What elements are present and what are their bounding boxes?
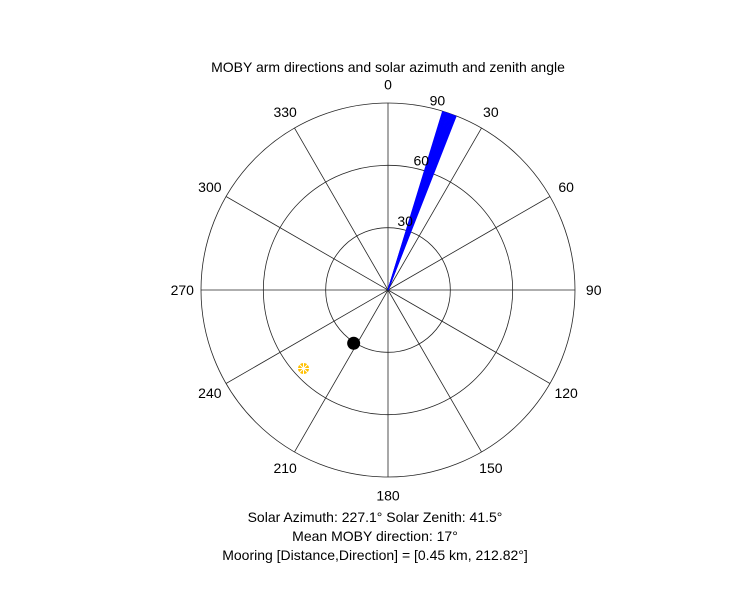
angle-tick-label: 60 [558,179,574,195]
angle-tick-label: 90 [586,282,602,298]
radial-tick-label: 30 [397,213,413,229]
sun-marker-ray [298,363,309,374]
angle-tick-label: 330 [273,104,297,120]
mooring-marker [347,336,361,350]
angle-tick-label: 270 [171,282,195,298]
angular-grid-line-210 [294,289,389,453]
angular-grid-line-120 [387,289,551,384]
radial-tick-label: 60 [413,153,429,169]
sun-marker [297,362,310,375]
tick-labels: 0 30 60 90 120 150 180 210 240 270 300 330 30 60 90 [171,76,602,503]
angle-tick-label: 300 [198,179,222,195]
radial-tick-label: 90 [430,92,446,108]
angular-grid-line-330 [294,127,389,291]
caption-mean-moby-direction: Mean MOBY direction: 17° [292,528,458,544]
caption-mooring: Mooring [Distance,Direction] = [0.45 km,… [222,547,528,563]
angle-tick-label: 240 [198,385,222,401]
angle-tick-label: 0 [384,76,392,92]
angle-tick-label: 120 [554,385,578,401]
polar-grid [200,102,576,478]
moby-arm-directions [387,111,457,291]
moby-arm-line [387,115,457,291]
angular-grid-line-60 [387,196,551,291]
chart-title: MOBY arm directions and solar azimuth an… [211,59,565,75]
angle-tick-label: 150 [479,460,503,476]
angular-grid-line-240 [225,289,389,384]
markers [297,336,361,375]
angular-grid-line-30 [387,127,482,291]
angle-tick-label: 180 [376,488,400,504]
angle-tick-label: 30 [483,104,499,120]
angular-grid-line-300 [225,196,389,291]
angle-tick-label: 210 [273,460,297,476]
angular-grid-line-150 [387,289,482,453]
caption-solar-angles: Solar Azimuth: 227.1° Solar Zenith: 41.5… [247,509,503,525]
